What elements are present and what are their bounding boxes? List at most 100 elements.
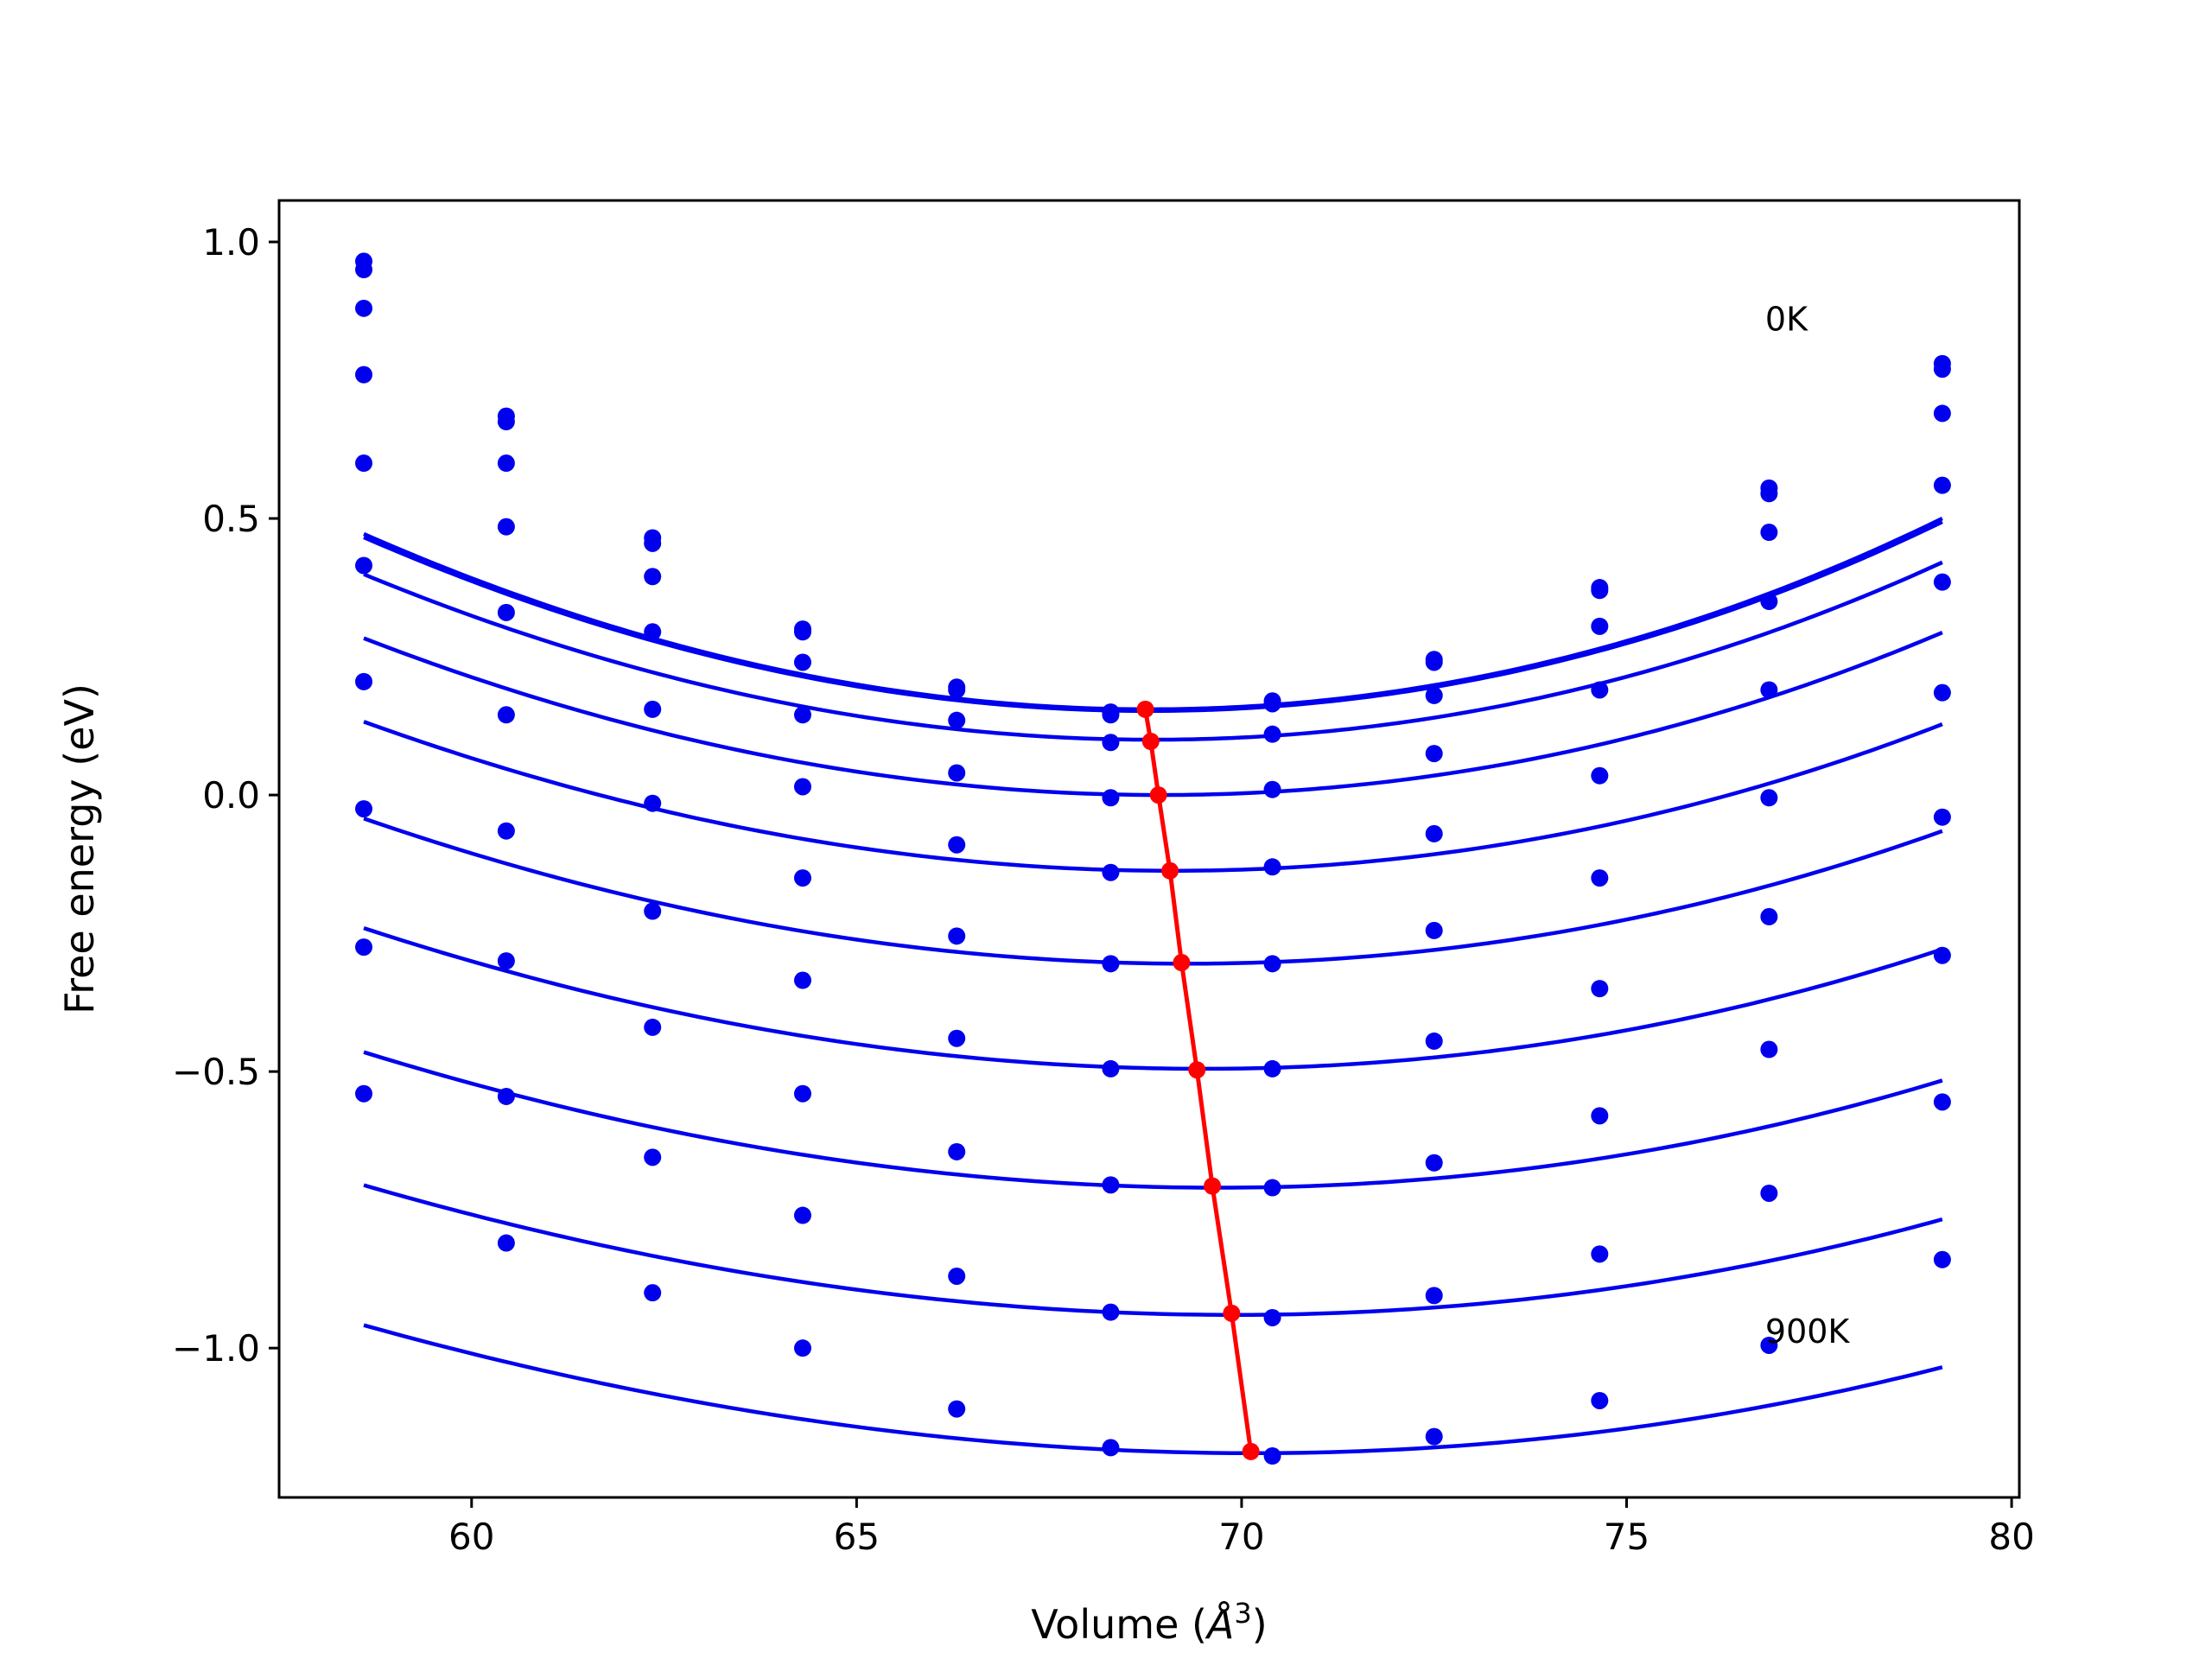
minimum-trace (1136, 700, 1260, 1460)
data-point-s8-4 (793, 1084, 811, 1103)
data-point-s9-5 (948, 1267, 966, 1285)
y-axis-ticks: 1.0 0.5 0.0 −0.5 −1.0 (172, 221, 279, 1370)
data-point-s4-4 (793, 706, 811, 724)
data-point-s9-9 (1591, 1245, 1609, 1263)
fit-curve-7 (363, 925, 1943, 1071)
data-point-s8-7 (1263, 1179, 1281, 1197)
data-point-s10-6 (1102, 1439, 1120, 1457)
data-point-s3-9 (1591, 617, 1609, 635)
data-point-s7-6 (1102, 1059, 1120, 1077)
data-point-s6-1 (355, 556, 373, 575)
temperature-annotations: 0K 900K (1765, 300, 1851, 1350)
data-point-s7-9 (1591, 980, 1609, 998)
data-point-s9-7 (1263, 1308, 1281, 1326)
data-point-s2-4 (793, 623, 811, 641)
data-point-s4-1 (355, 365, 373, 384)
y-tick-label: 0.0 (202, 774, 260, 817)
data-point-s6-9 (1591, 869, 1609, 887)
y-tick-label: −0.5 (172, 1051, 260, 1093)
data-point-s3-4 (793, 653, 811, 671)
data-point-s8-10 (1760, 1040, 1778, 1058)
data-point-s3-2 (497, 454, 515, 473)
data-point-s4-6 (1102, 789, 1120, 807)
data-point-s7-10 (1760, 907, 1778, 925)
data-point-s10-2 (497, 1234, 515, 1252)
data-point-s10-5 (948, 1400, 966, 1418)
data-point-s7-8 (1425, 1032, 1443, 1050)
data-point-s5-2 (497, 603, 515, 621)
data-point-s8-2 (497, 952, 515, 970)
data-point-s5-7 (1263, 858, 1281, 876)
data-point-s4-8 (1425, 745, 1443, 763)
data-point-s4-3 (644, 623, 662, 641)
x-tick-label: 80 (1988, 1516, 2034, 1558)
data-point-s8-1 (355, 800, 373, 818)
data-point-s3-3 (644, 568, 662, 586)
plot-frame (277, 199, 2021, 1499)
y-tick-label: 1.0 (202, 221, 260, 264)
data-point-s5-10 (1760, 681, 1778, 699)
data-point-s4-7 (1263, 780, 1281, 798)
fit-curves (363, 516, 1943, 1456)
data-point-s5-3 (644, 700, 662, 718)
data-points (355, 252, 1951, 1465)
data-point-s3-5 (948, 711, 966, 729)
annotation-900k: 900K (1765, 1313, 1851, 1351)
minimum-point-5 (1173, 954, 1191, 972)
data-point-s9-4 (793, 1206, 811, 1224)
fit-curve-9 (363, 1183, 1943, 1318)
minimum-point-2 (1141, 733, 1160, 751)
minimum-point-6 (1188, 1061, 1206, 1079)
data-point-s5-8 (1425, 824, 1443, 842)
data-point-s7-4 (793, 971, 811, 989)
data-point-s7-1 (355, 672, 373, 690)
data-point-s8-5 (948, 1142, 966, 1160)
data-point-s5-4 (793, 778, 811, 796)
x-tick-label: 60 (448, 1516, 494, 1558)
data-point-s8-3 (644, 1018, 662, 1036)
y-tick-label: 0.5 (202, 498, 260, 540)
data-point-s9-3 (644, 1148, 662, 1166)
data-point-s10-11 (1933, 1250, 1951, 1268)
y-tick-label: −1.0 (172, 1327, 260, 1370)
data-point-s5-5 (948, 836, 966, 854)
data-point-s2-2 (497, 413, 515, 431)
data-point-s6-3 (644, 794, 662, 812)
fit-curve-6 (363, 817, 1943, 966)
data-point-s2-9 (1591, 582, 1609, 600)
data-point-s9-6 (1102, 1303, 1120, 1321)
data-point-s9-2 (497, 1087, 515, 1105)
data-point-s10-4 (793, 1339, 811, 1357)
data-point-s3-11 (1933, 404, 1951, 423)
data-point-s5-11 (1933, 573, 1951, 591)
data-point-s4-10 (1760, 593, 1778, 611)
data-point-s8-11 (1933, 946, 1951, 964)
data-point-s6-11 (1933, 683, 1951, 702)
data-point-s6-6 (1102, 955, 1120, 973)
data-point-s10-1 (355, 1084, 373, 1103)
x-tick-label: 75 (1604, 1516, 1649, 1558)
data-point-s4-5 (948, 764, 966, 782)
data-point-s4-11 (1933, 476, 1951, 494)
data-point-s7-7 (1263, 1059, 1281, 1077)
data-point-s2-7 (1263, 695, 1281, 713)
fit-curve-10 (363, 1323, 1943, 1456)
data-point-s9-8 (1425, 1287, 1443, 1305)
annotation-0k: 0K (1765, 300, 1808, 338)
x-tick-label: 70 (1218, 1516, 1264, 1558)
data-point-s3-1 (355, 299, 373, 317)
data-point-s5-9 (1591, 766, 1609, 785)
x-axis-label: Volume (Å3) (1031, 1597, 1267, 1648)
data-point-s10-7 (1263, 1446, 1281, 1465)
data-point-s8-6 (1102, 1176, 1120, 1194)
minimum-point-8 (1223, 1304, 1241, 1322)
data-point-s7-11 (1933, 808, 1951, 826)
data-point-s7-3 (644, 902, 662, 920)
minimum-point-3 (1149, 786, 1167, 804)
data-point-s2-11 (1933, 360, 1951, 378)
data-point-s2-3 (644, 534, 662, 552)
x-axis-ticks: 60 65 70 75 80 (448, 1497, 2035, 1558)
data-point-s6-10 (1760, 789, 1778, 807)
data-point-s4-9 (1591, 681, 1609, 699)
minimum-line (1143, 709, 1254, 1452)
